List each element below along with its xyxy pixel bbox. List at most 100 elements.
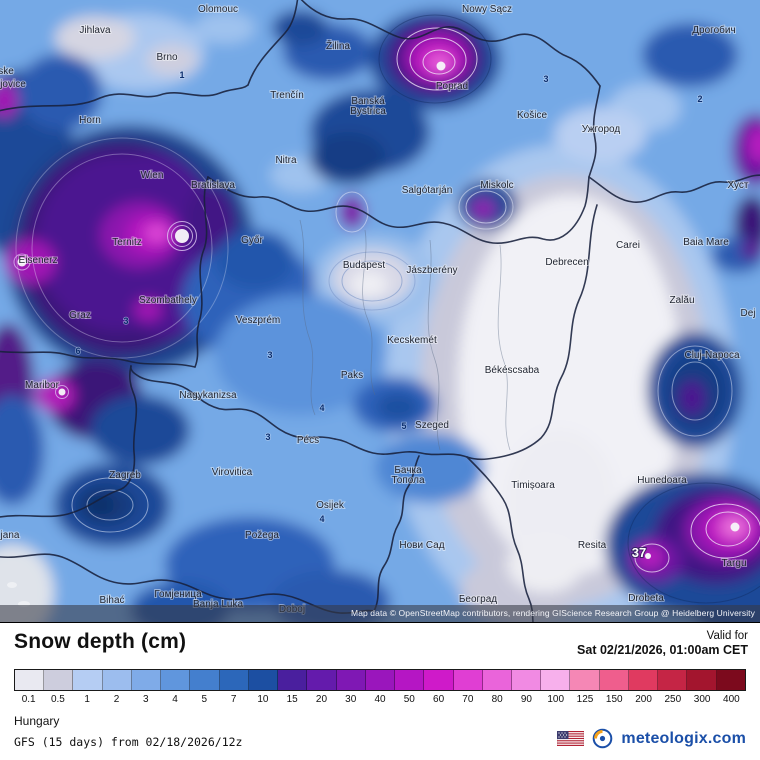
city-label: Budapest [343, 260, 385, 271]
city-label: Resita [578, 540, 607, 551]
scale-cell-5 [190, 670, 220, 690]
city-label: Eisenerz [19, 255, 58, 266]
city-label: Ужгород [582, 124, 621, 135]
valid-time-block: Valid for Sat 02/21/2026, 01:00am CET [577, 630, 748, 657]
scale-cell-2 [102, 670, 132, 690]
scale-cell-3 [131, 670, 162, 690]
scale-cell-70 [453, 670, 483, 690]
city-label: Дрогобич [692, 24, 735, 36]
city-label: Miskolc [480, 180, 513, 191]
city-label: Žilina [326, 39, 350, 52]
scale-cell-4 [161, 670, 191, 690]
scale-label: 60 [433, 694, 445, 705]
city-label: Paks [341, 370, 363, 381]
scale-cell-400 [716, 670, 745, 690]
scale-label: 250 [664, 694, 682, 705]
city-label: Hunedoara [637, 475, 687, 486]
city-label: Debrecen [545, 257, 588, 268]
scale-cell-50 [395, 670, 425, 690]
contour-label: 5 [401, 421, 406, 431]
scale-label: 100 [547, 694, 565, 705]
contour-lines-layer [7, 14, 760, 607]
scale-label: 300 [693, 694, 711, 705]
city-label: Dej [740, 308, 755, 319]
scale-cell-125 [570, 670, 600, 690]
scale-cell-80 [482, 670, 512, 690]
scale-label: 40 [374, 694, 386, 705]
snow-depth-map[interactable]: 1 3 2 6 3 3 4 5 3 4 Jihlava Brno Olomouc Žilina Nowy … [0, 0, 760, 622]
scale-cell-20 [307, 670, 337, 690]
city-label: Ternitz [112, 237, 141, 248]
city-label: Nitra [275, 155, 297, 166]
city-label: Békéscsaba [485, 365, 540, 376]
legend-footer: Snow depth (cm) Valid for Sat 02/21/2026… [0, 622, 760, 760]
scale-label: 15 [286, 694, 298, 705]
city-label: Pécs [297, 435, 319, 446]
city-label: Graz [69, 310, 91, 321]
scale-label: 50 [403, 694, 415, 705]
scale-cell-100 [541, 670, 571, 690]
contour-label: 1 [179, 70, 184, 80]
city-label: Baia Mare [683, 237, 729, 248]
scale-label: 5 [201, 694, 208, 705]
scale-label: 200 [635, 694, 652, 705]
city-label: Гомјеница [154, 589, 202, 600]
scale-cell-0.1 [15, 670, 45, 690]
scale-label: 4 [172, 694, 178, 705]
scale-cell-250 [658, 670, 688, 690]
city-label: Targu [721, 558, 746, 569]
contour-label: 2 [697, 94, 702, 104]
city-label: Нови Сад [399, 540, 444, 551]
scale-label: 0.5 [50, 694, 65, 705]
scale-cell-7 [219, 670, 249, 690]
scale-label: 1 [84, 694, 90, 705]
city-label: Požega [245, 530, 279, 541]
city-label: Bihać [99, 595, 124, 606]
meteologix-brand-link[interactable]: meteologix.com [621, 729, 746, 747]
city-label: Cluj-Napoca [684, 350, 739, 361]
contour-label: 4 [319, 514, 324, 524]
city-label: Wien [141, 170, 164, 181]
us-flag-icon[interactable] [557, 731, 585, 746]
color-scale-bar [14, 669, 746, 691]
city-label: Бачка Топола [391, 465, 424, 486]
city-label: Хуст [728, 180, 749, 191]
city-label: jana [0, 530, 20, 541]
city-label: Brno [156, 52, 178, 63]
contour-label: 4 [319, 403, 324, 413]
scale-label: 7 [230, 694, 237, 705]
contour-label: 3 [543, 74, 548, 84]
scale-cell-10 [248, 670, 279, 690]
city-label: Timișoara [511, 480, 555, 491]
snow-field-layer [0, 0, 760, 622]
scale-label: 20 [315, 694, 328, 705]
contour-labels-layer: 1 3 2 6 3 3 4 5 3 4 [75, 69, 704, 525]
extreme-value-label: 37 [632, 545, 646, 560]
city-label: Košice [517, 110, 547, 121]
city-label: Szeged [415, 420, 449, 431]
scale-label: 125 [576, 694, 594, 705]
city-labels-layer: Jihlava Brno Olomouc Žilina Nowy Sącz Дрогоби… [0, 3, 757, 616]
meteologix-logo-icon[interactable] [592, 728, 613, 749]
city-label: Maribor [25, 380, 60, 391]
city-label: Veszprém [236, 315, 280, 326]
contour-label: 3 [265, 432, 270, 442]
scale-cell-200 [628, 670, 659, 690]
city-label: Bratislava [191, 180, 235, 191]
city-label: Osijek [316, 500, 345, 511]
color-scale-labels: 0.1 0.5 1 2 3 4 5 7 10 15 20 30 40 50 60 70 80 90 100 125 15… [14, 694, 746, 705]
contour-label: 6 [75, 346, 80, 356]
region-label: Hungary [14, 714, 60, 728]
scale-cell-15 [278, 670, 308, 690]
scale-cell-60 [424, 670, 454, 690]
scale-cell-40 [365, 670, 396, 690]
scale-label: 2 [113, 694, 120, 705]
city-label: Horn [79, 115, 101, 126]
scale-label: 80 [491, 694, 503, 705]
scale-cell-300 [687, 670, 717, 690]
city-label: Banská Bystrica [350, 96, 386, 117]
city-label: Trenčín [270, 90, 304, 101]
city-label: Szombathely [139, 295, 197, 306]
scale-cell-1 [73, 670, 103, 690]
